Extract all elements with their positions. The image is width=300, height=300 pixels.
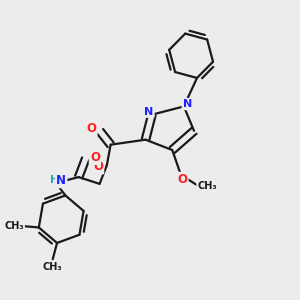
Text: O: O [86, 122, 96, 135]
Text: N: N [183, 99, 192, 109]
Text: CH₃: CH₃ [197, 181, 217, 191]
Text: O: O [177, 173, 188, 186]
Text: O: O [90, 151, 100, 164]
Text: H: H [50, 175, 59, 185]
Text: CH₃: CH₃ [43, 262, 62, 272]
Text: CH₃: CH₃ [4, 221, 24, 231]
Text: O: O [93, 160, 103, 173]
Text: N: N [144, 107, 154, 117]
Text: N: N [56, 174, 66, 187]
